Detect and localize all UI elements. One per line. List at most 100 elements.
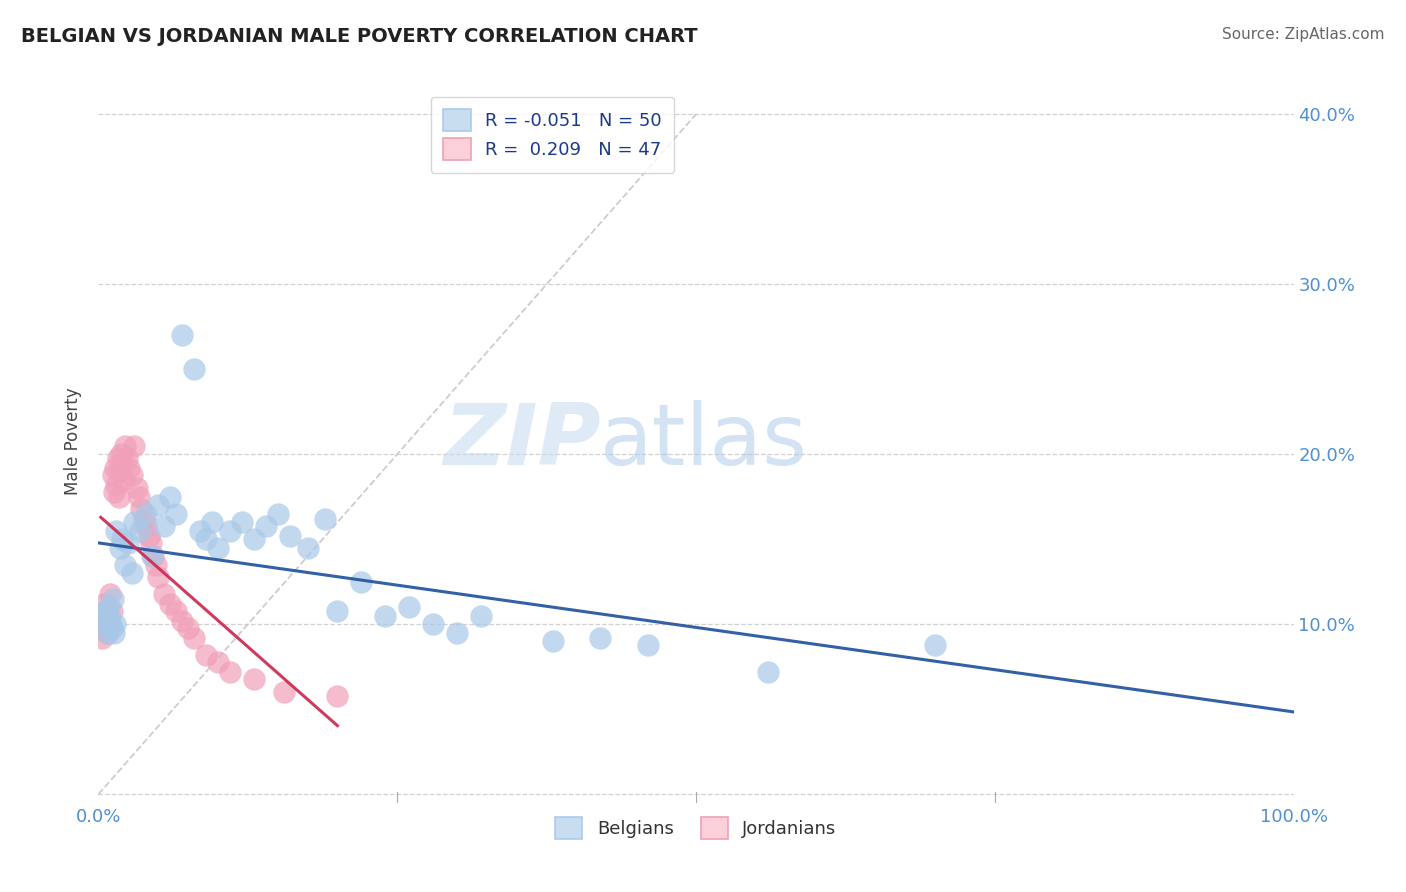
Point (219, 665, 242, 679)
Point (165, 507, 187, 521)
Point (101, 591, 124, 606)
Point (124, 516, 146, 530)
Point (97, 625, 120, 640)
Point (148, 570, 170, 584)
Point (121, 566, 143, 581)
Point (243, 533, 266, 547)
Point (153, 518, 176, 533)
Point (128, 490, 150, 504)
Point (91, 631, 114, 645)
Point (142, 549, 165, 564)
Point (195, 533, 218, 547)
Point (201, 516, 224, 530)
Point (267, 507, 290, 521)
Y-axis label: Male Poverty: Male Poverty (65, 388, 83, 495)
Point (121, 467, 143, 482)
Point (159, 490, 181, 504)
Point (100, 621, 122, 635)
Point (107, 490, 129, 504)
Point (118, 461, 141, 475)
Point (315, 512, 337, 526)
Point (107, 450, 129, 465)
Point (115, 450, 138, 465)
Point (96, 604, 118, 618)
Point (98, 587, 122, 601)
Point (374, 608, 396, 623)
Point (470, 608, 492, 623)
Point (114, 439, 136, 453)
Text: atlas: atlas (600, 400, 808, 483)
Point (273, 685, 295, 699)
Point (103, 484, 125, 499)
Point (153, 587, 176, 601)
Text: BELGIAN VS JORDANIAN MALE POVERTY CORRELATION CHART: BELGIAN VS JORDANIAN MALE POVERTY CORREL… (21, 27, 697, 45)
Point (207, 655, 229, 669)
Point (125, 481, 148, 495)
Point (756, 665, 779, 679)
Point (111, 533, 134, 547)
Point (131, 501, 153, 516)
Point (231, 516, 253, 530)
Point (101, 467, 124, 482)
Point (159, 597, 181, 611)
Point (138, 529, 160, 543)
Point (94, 617, 117, 632)
Point (148, 498, 170, 512)
Point (114, 558, 136, 572)
Point (132, 512, 155, 526)
Point (207, 541, 229, 555)
Point (145, 558, 167, 572)
Point (219, 524, 242, 538)
Point (90, 621, 112, 635)
Point (129, 524, 152, 538)
Point (165, 604, 187, 618)
Point (124, 439, 146, 453)
Point (177, 621, 200, 635)
Point (326, 604, 349, 618)
Point (446, 625, 468, 640)
Point (172, 614, 194, 628)
Point (135, 507, 157, 521)
Point (112, 473, 135, 487)
Point (105, 478, 128, 492)
Point (254, 518, 277, 533)
Point (589, 631, 612, 645)
Point (183, 362, 205, 376)
Point (93, 597, 115, 611)
Point (398, 600, 420, 615)
Point (103, 625, 125, 640)
Point (104, 617, 127, 632)
Point (243, 672, 266, 686)
Point (108, 541, 131, 555)
Point (94, 617, 117, 632)
Point (98, 614, 122, 628)
Point (924, 638, 946, 652)
Point (135, 518, 157, 533)
Point (105, 524, 128, 538)
Point (422, 617, 444, 632)
Point (188, 524, 211, 538)
Point (100, 604, 122, 618)
Point (117, 535, 139, 549)
Point (637, 638, 659, 652)
Point (172, 328, 194, 343)
Text: ZIP: ZIP (443, 400, 600, 483)
Point (195, 648, 218, 662)
Point (98, 614, 121, 628)
Point (104, 461, 127, 475)
Point (141, 549, 163, 564)
Point (97, 608, 120, 623)
Point (541, 634, 564, 648)
Point (96, 625, 118, 640)
Point (111, 456, 134, 470)
Point (98, 600, 121, 615)
Legend: Belgians, Jordanians: Belgians, Jordanians (547, 808, 845, 848)
Point (139, 535, 162, 549)
Point (110, 447, 132, 461)
Point (183, 631, 205, 645)
Point (278, 529, 301, 543)
Point (297, 541, 319, 555)
Point (91, 608, 114, 623)
Point (108, 464, 131, 478)
Text: Source: ZipAtlas.com: Source: ZipAtlas.com (1222, 27, 1385, 42)
